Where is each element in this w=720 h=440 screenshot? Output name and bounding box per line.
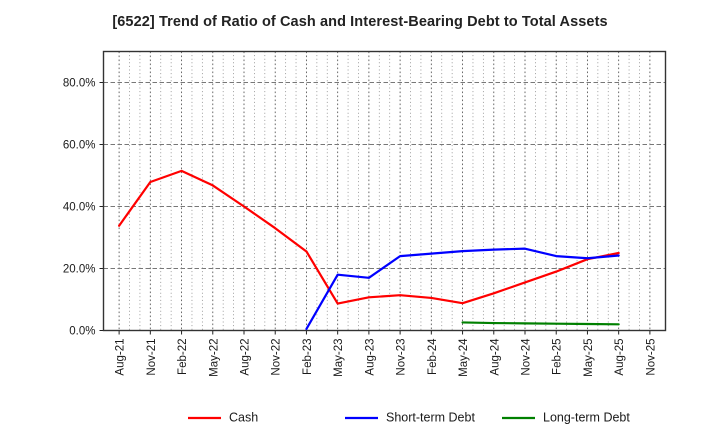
x-tick-label: Nov-22 xyxy=(271,339,283,376)
x-tick-label: May-23 xyxy=(333,339,345,377)
y-tick-label: 60.0% xyxy=(63,140,96,152)
x-major-gridlines xyxy=(118,51,651,331)
y-tick-label: 40.0% xyxy=(63,202,96,214)
legend-label-short-term-debt: Short-term Debt xyxy=(386,410,475,424)
x-tick-label: Aug-21 xyxy=(115,339,127,376)
y-tick-label: 80.0% xyxy=(63,78,96,90)
y-axis: 0.0% 20.0% 40.0% 60.0% 80.0% xyxy=(63,78,104,338)
x-tick-label: Feb-25 xyxy=(552,339,564,375)
y-tick-label: 20.0% xyxy=(63,264,96,276)
series-line-cash xyxy=(118,169,620,305)
x-tick-label: Nov-25 xyxy=(645,339,657,376)
x-tick-label: Aug-24 xyxy=(489,338,501,376)
chart-title: [6522] Trend of Ratio of Cash and Intere… xyxy=(112,14,608,30)
legend-label-cash: Cash xyxy=(229,410,258,424)
x-tick-label: Nov-21 xyxy=(146,339,158,376)
x-tick-label: Nov-24 xyxy=(521,338,533,376)
plot-frame xyxy=(102,50,667,332)
x-tick-label: Feb-22 xyxy=(177,339,189,375)
x-tick-label: May-24 xyxy=(458,338,470,377)
series-line-short-term-debt xyxy=(305,247,620,331)
chart-legend: Cash Short-term Debt Long-term Debt xyxy=(188,410,630,424)
y-gridlines xyxy=(103,82,666,269)
legend-label-long-term-debt: Long-term Debt xyxy=(543,410,630,424)
x-tick-label: Feb-23 xyxy=(302,339,314,375)
x-tick-label: Aug-22 xyxy=(240,339,252,376)
series-line-long-term-debt xyxy=(461,321,620,326)
x-axis: Aug-21 Nov-21 Feb-22 May-22 Aug-22 Nov-22 Feb-… xyxy=(115,330,657,377)
y-tick-label: 0.0% xyxy=(69,326,95,338)
x-tick-label: May-25 xyxy=(583,339,595,377)
x-tick-label: Aug-25 xyxy=(614,339,626,376)
x-tick-label: Aug-23 xyxy=(364,339,376,376)
x-minor-gridlines xyxy=(129,51,640,331)
x-tick-label: Nov-23 xyxy=(396,339,408,376)
x-tick-label: Feb-24 xyxy=(427,338,439,375)
x-tick-label: May-22 xyxy=(208,339,220,377)
